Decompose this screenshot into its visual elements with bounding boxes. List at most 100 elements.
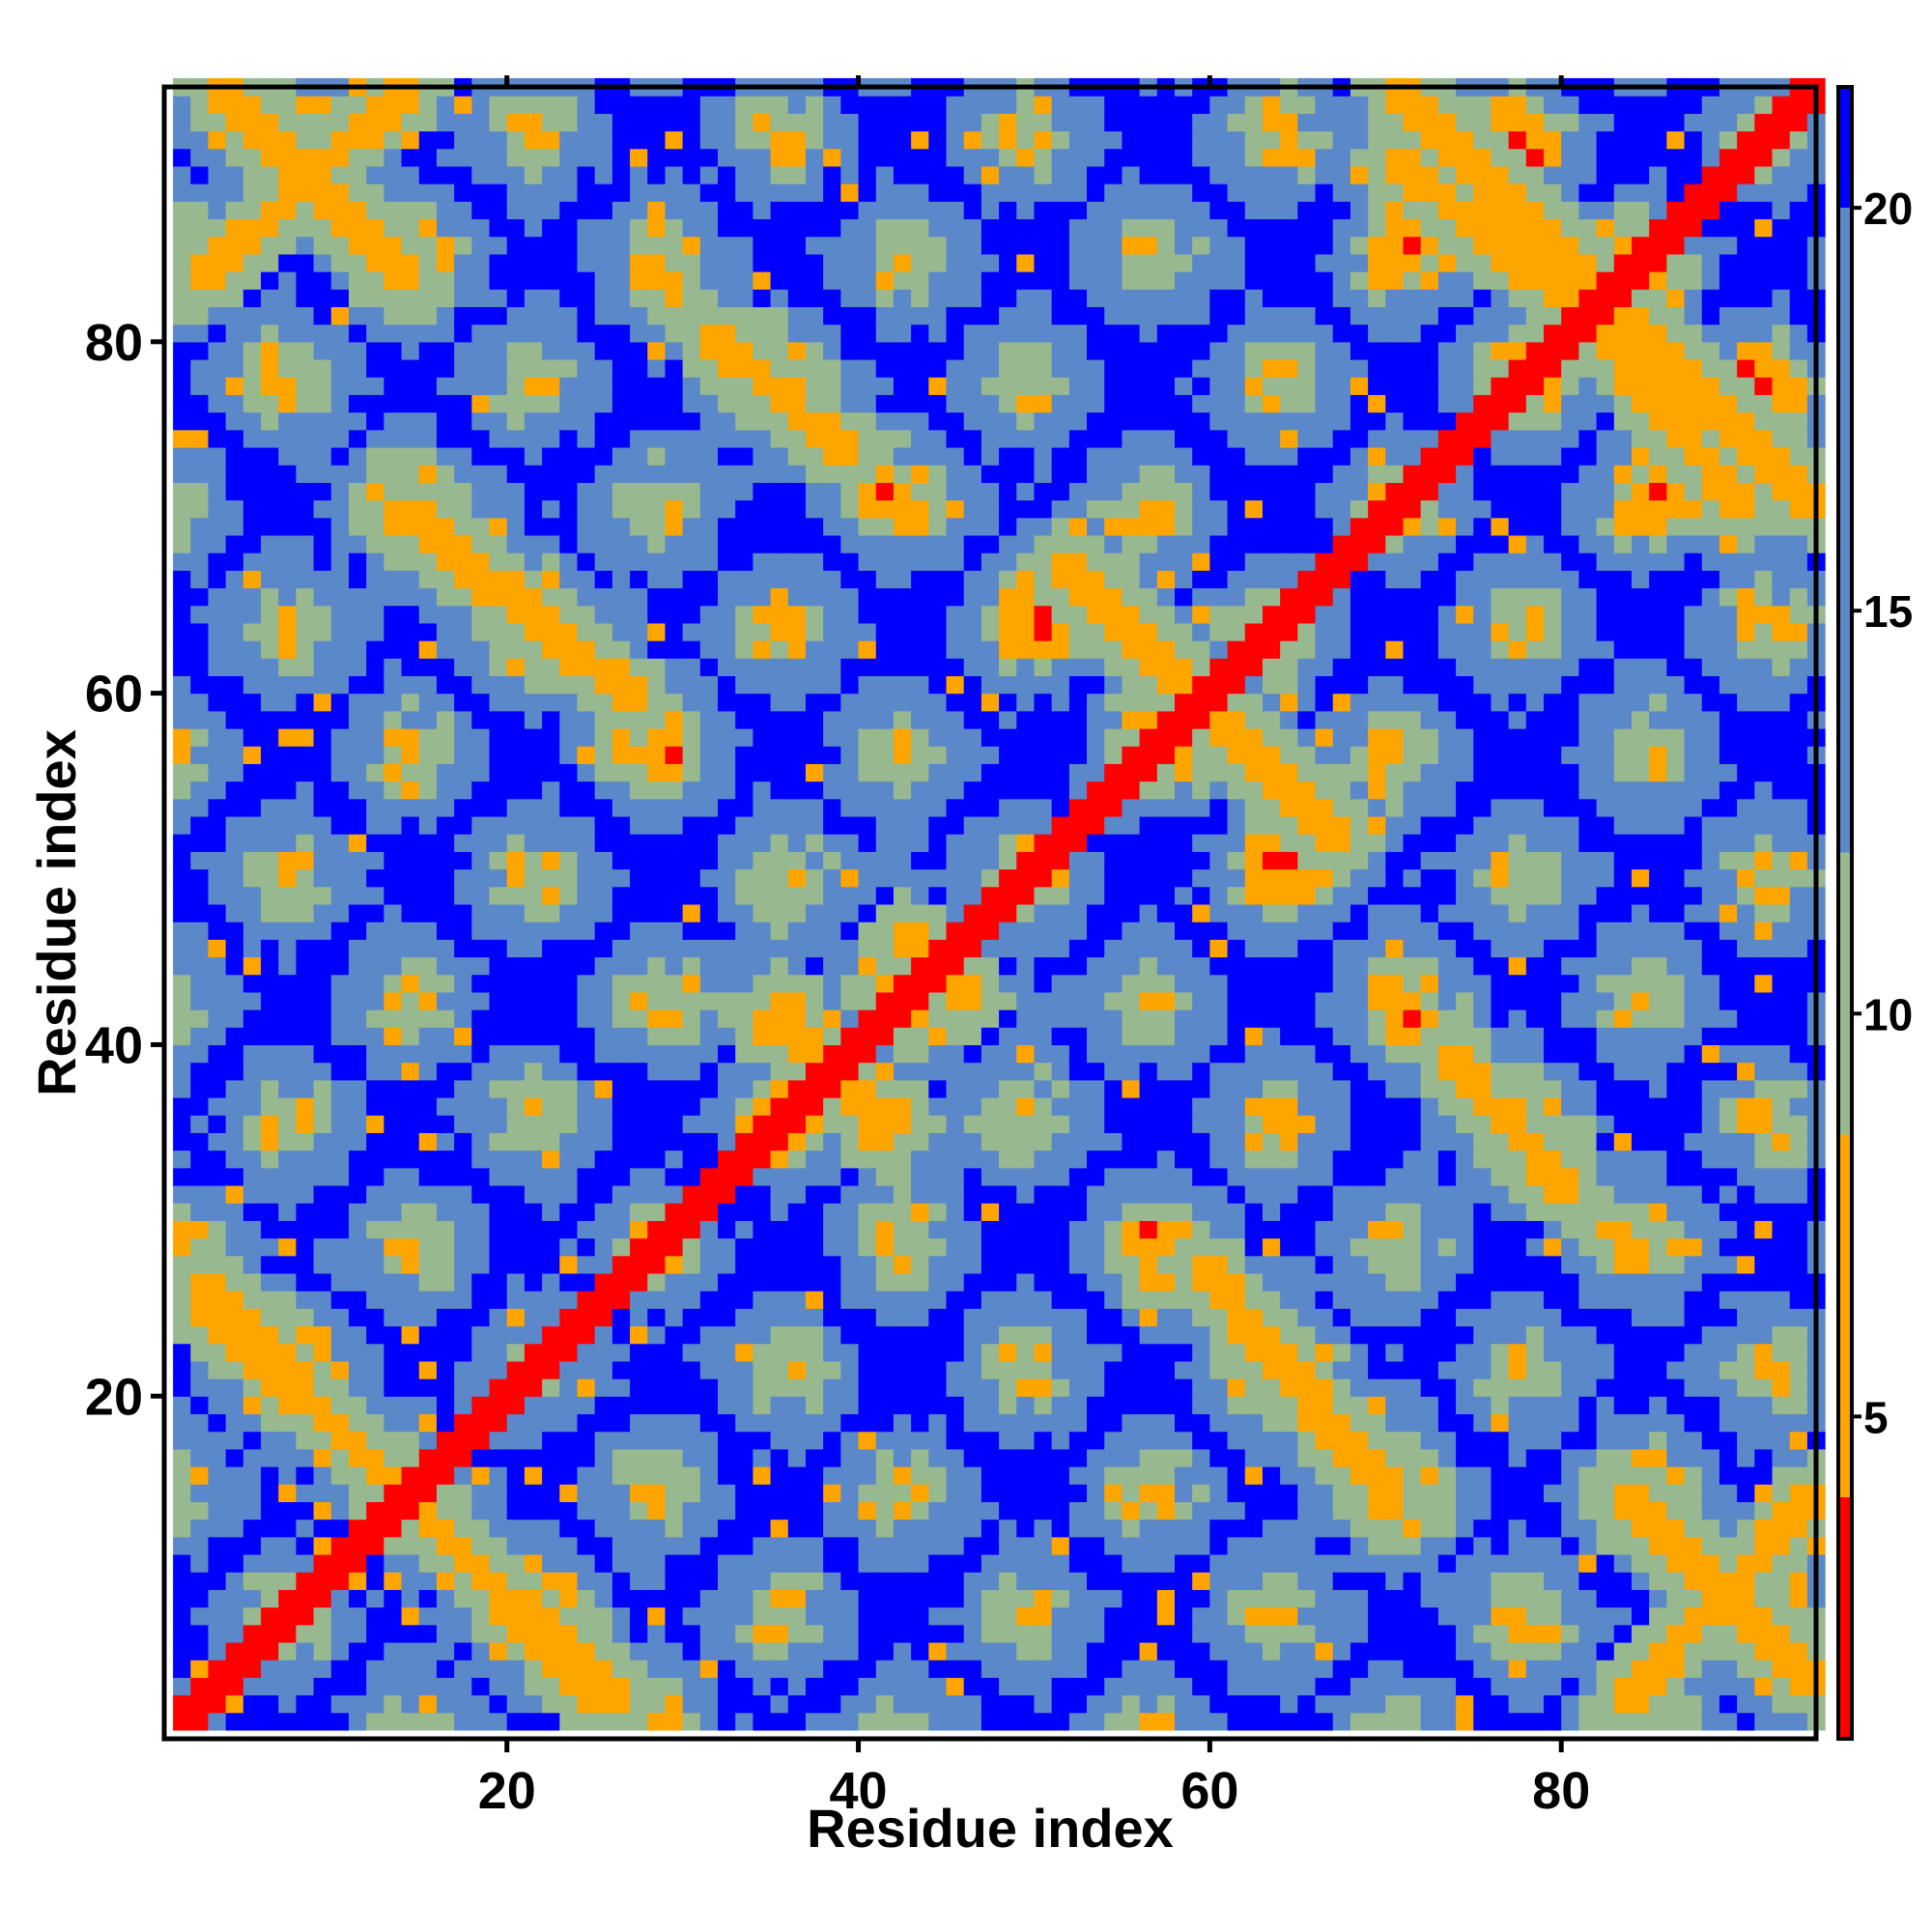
heatmap-cell <box>524 446 543 466</box>
heatmap-cell <box>261 570 279 589</box>
heatmap-cell <box>594 553 613 571</box>
heatmap-cell <box>787 640 807 659</box>
heatmap-cell <box>718 1097 736 1116</box>
heatmap-cell <box>524 1360 543 1379</box>
heatmap-cell <box>647 1501 667 1520</box>
heatmap-cell <box>524 1413 543 1433</box>
heatmap-cell <box>823 412 841 431</box>
heatmap-cell <box>735 1641 754 1661</box>
heatmap-cell <box>577 271 596 290</box>
heatmap-cell <box>875 675 895 695</box>
heatmap-cell <box>559 991 579 1010</box>
heatmap-cell <box>840 939 860 958</box>
heatmap-cell <box>330 974 350 993</box>
heatmap-cell <box>454 1660 472 1678</box>
heatmap-cell <box>436 886 455 905</box>
heatmap-cell <box>454 640 472 659</box>
heatmap-cell <box>366 446 384 466</box>
heatmap-cell <box>401 1572 420 1590</box>
heatmap-cell <box>278 1641 298 1661</box>
heatmap-cell <box>1104 1712 1123 1731</box>
heatmap-cell <box>190 781 210 800</box>
heatmap-cell <box>418 1325 438 1345</box>
heatmap-cell <box>190 727 210 747</box>
heatmap-cell <box>893 253 912 272</box>
heatmap-cell <box>296 148 315 167</box>
heatmap-cell <box>611 1431 631 1450</box>
heatmap-cell <box>699 96 719 114</box>
heatmap-cell <box>999 1184 1017 1204</box>
heatmap-cell <box>542 1044 560 1064</box>
heatmap-cell <box>418 1097 438 1116</box>
heatmap-cell <box>577 868 596 888</box>
heatmap-cell <box>489 446 508 466</box>
heatmap-cell <box>611 798 631 817</box>
heatmap-cell <box>1016 446 1036 466</box>
heatmap-cell <box>1016 429 1036 448</box>
heatmap-cell <box>823 640 841 659</box>
heatmap-cell <box>330 1624 350 1643</box>
heatmap-cell <box>1087 1360 1105 1379</box>
heatmap-cell <box>190 1712 210 1731</box>
heatmap-cell <box>893 1572 912 1590</box>
heatmap-cell <box>278 236 298 255</box>
heatmap-cell <box>647 851 667 870</box>
heatmap-cell <box>647 165 667 185</box>
heatmap-cell <box>963 465 982 483</box>
heatmap-cell <box>718 1641 736 1661</box>
heatmap-cell <box>173 1079 191 1098</box>
heatmap-cell <box>190 1501 210 1520</box>
heatmap-cell <box>840 1694 860 1714</box>
heatmap-cell <box>524 1572 543 1590</box>
heatmap-cell <box>559 517 579 536</box>
heatmap-cell <box>928 991 948 1010</box>
heatmap-cell <box>875 1360 895 1379</box>
heatmap-cell <box>630 482 648 501</box>
heatmap-cell <box>524 1079 543 1098</box>
heatmap-cell <box>858 1466 877 1485</box>
heatmap-cell <box>208 763 227 782</box>
heatmap-cell <box>911 1343 929 1362</box>
heatmap-cell <box>611 306 631 326</box>
heatmap-cell <box>999 675 1017 695</box>
heatmap-cell <box>893 1553 912 1573</box>
heatmap-cell <box>506 693 526 712</box>
heatmap-cell <box>542 1431 560 1450</box>
heatmap-cell <box>559 868 579 888</box>
heatmap-cell <box>261 324 279 343</box>
heatmap-cell <box>190 394 210 413</box>
heatmap-cell <box>506 1712 526 1731</box>
heatmap-cell <box>647 377 667 395</box>
heatmap-cell <box>630 1062 648 1081</box>
heatmap-cell <box>858 96 877 114</box>
heatmap-cell <box>349 218 367 238</box>
heatmap-cell <box>682 1167 701 1186</box>
heatmap-cell <box>330 587 350 607</box>
heatmap-cell <box>542 1641 560 1661</box>
heatmap-cell <box>946 1079 965 1098</box>
heatmap-cell <box>401 1553 420 1573</box>
heatmap-cell <box>296 1220 315 1239</box>
heatmap-cell <box>524 1343 543 1362</box>
heatmap-cell <box>349 1062 367 1081</box>
heatmap-cell <box>665 446 684 466</box>
heatmap-cell <box>190 605 210 624</box>
heatmap-cell <box>893 289 912 307</box>
heatmap-cell <box>190 1466 210 1485</box>
heatmap-cell <box>999 587 1017 607</box>
heatmap-cell <box>999 622 1017 641</box>
heatmap-cell <box>278 640 298 659</box>
heatmap-cell <box>559 1694 579 1714</box>
heatmap-cell <box>999 1079 1017 1098</box>
heatmap-cell <box>823 553 841 571</box>
heatmap-cell <box>805 1237 824 1257</box>
heatmap-cell <box>173 658 191 677</box>
heatmap-cell <box>208 324 227 343</box>
heatmap-cell <box>647 727 667 747</box>
heatmap-cell <box>911 1272 929 1292</box>
heatmap-cell <box>225 991 244 1010</box>
heatmap-cell <box>753 148 772 167</box>
heatmap-cell <box>911 218 929 238</box>
heatmap-cell <box>735 289 754 307</box>
heatmap-cell <box>630 1325 648 1345</box>
